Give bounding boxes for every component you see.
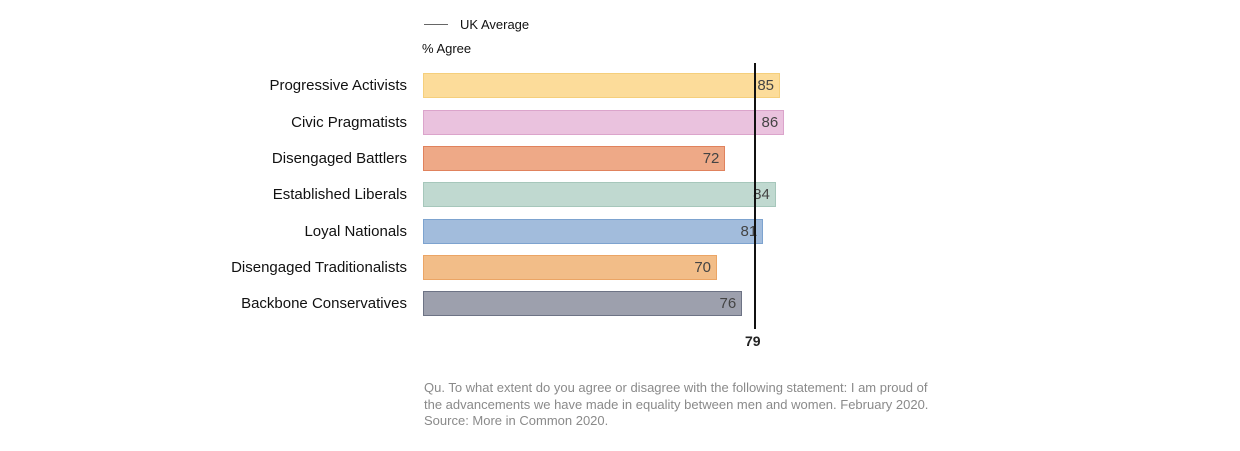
axis-unit-label: % Agree <box>422 41 472 56</box>
chart-footnote: Qu. To what extent do you agree or disag… <box>424 380 964 430</box>
bar-value-label: 85 <box>757 77 774 94</box>
bar <box>423 146 726 171</box>
footnote-source: Source: More in Common 2020. <box>424 413 609 428</box>
category-label: Civic Pragmatists <box>291 114 407 131</box>
category-label: Progressive Activists <box>269 77 407 94</box>
bar-value-label: 70 <box>694 259 711 276</box>
uk-average-value: 79 <box>745 333 761 349</box>
category-label: Established Liberals <box>272 186 407 203</box>
category-label: Backbone Conservatives <box>241 295 407 312</box>
uk-average-legend-line-icon <box>424 23 448 25</box>
bar <box>423 291 743 316</box>
bar <box>423 73 780 98</box>
bar <box>423 110 785 135</box>
bar <box>423 255 717 280</box>
bar-value-label: 76 <box>719 295 737 312</box>
uk-average-legend-label: UK Average <box>460 16 530 32</box>
bar <box>423 182 776 207</box>
bar <box>423 219 764 244</box>
footnote-line: the advancements we have made in equalit… <box>424 396 929 412</box>
footnote-line: Qu. To what extent do you agree or disag… <box>424 380 928 395</box>
category-label: Disengaged Traditionalists <box>231 259 407 276</box>
bar-value-label: 86 <box>761 114 779 131</box>
chart-legend: UK Average <box>424 16 529 32</box>
bar-value-label: 81 <box>740 223 758 240</box>
bar-value-label: 84 <box>753 186 770 203</box>
category-label: Loyal Nationals <box>304 223 407 240</box>
bar-value-label: 72 <box>702 150 720 167</box>
category-label: Disengaged Battlers <box>271 150 407 167</box>
uk-average-line <box>754 63 756 329</box>
